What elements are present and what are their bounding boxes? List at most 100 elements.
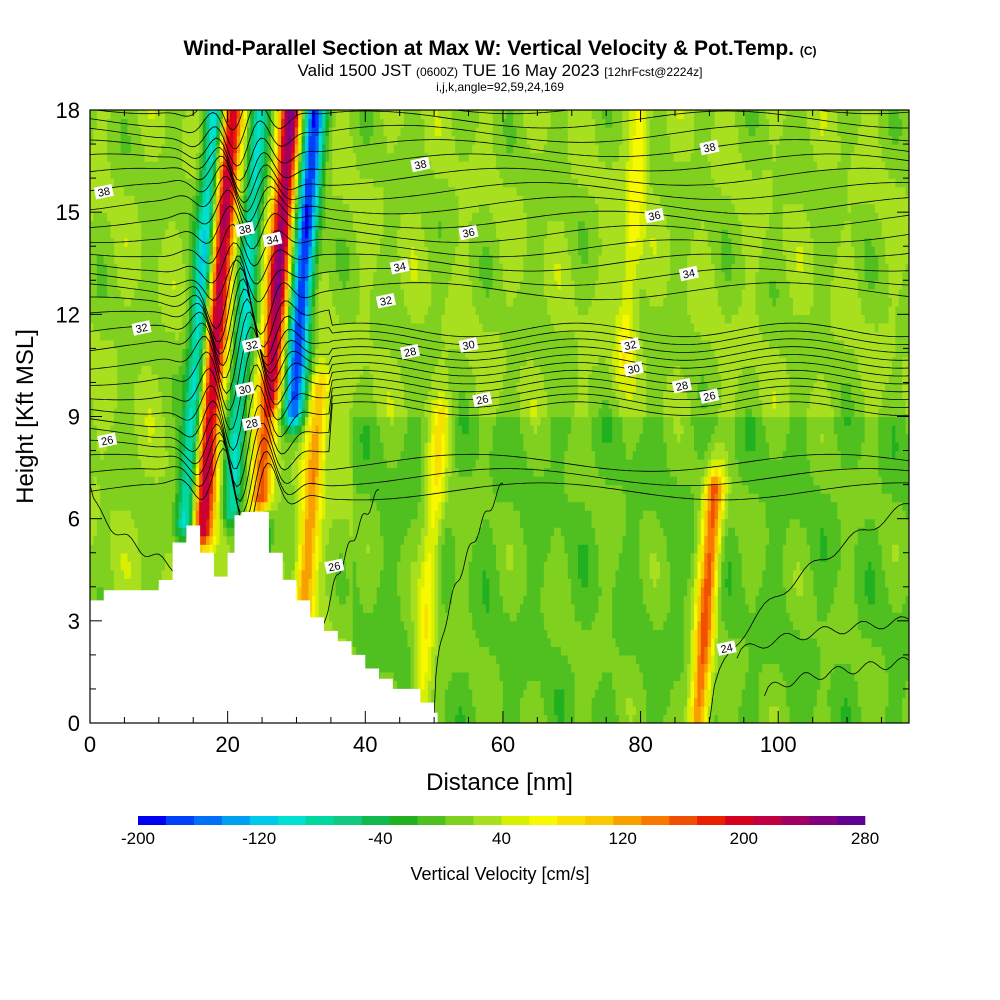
velocity-cell bbox=[199, 254, 204, 264]
velocity-cell bbox=[226, 127, 231, 137]
velocity-cell bbox=[117, 467, 122, 477]
velocity-cell bbox=[229, 280, 234, 290]
velocity-cell bbox=[291, 186, 296, 196]
velocity-cell bbox=[287, 365, 292, 375]
velocity-cell bbox=[236, 476, 241, 486]
velocity-cell bbox=[137, 169, 142, 179]
velocity-cell bbox=[287, 314, 292, 324]
velocity-cell bbox=[226, 118, 231, 128]
velocity-cell bbox=[103, 246, 108, 256]
velocity-cell bbox=[188, 144, 193, 154]
velocity-cell bbox=[236, 365, 241, 375]
velocity-cell bbox=[315, 442, 320, 452]
velocity-cell bbox=[315, 501, 320, 511]
velocity-cell bbox=[168, 552, 173, 562]
velocity-cell bbox=[137, 229, 142, 239]
velocity-cell bbox=[199, 178, 204, 188]
velocity-cell bbox=[287, 527, 292, 537]
velocity-cell bbox=[93, 280, 98, 290]
velocity-cell bbox=[185, 450, 190, 460]
velocity-cell bbox=[137, 561, 142, 571]
velocity-cell bbox=[274, 348, 279, 358]
velocity-cell bbox=[315, 399, 320, 409]
velocity-cell bbox=[322, 288, 327, 298]
velocity-cell bbox=[270, 110, 275, 120]
velocity-cell bbox=[120, 186, 125, 196]
velocity-cell bbox=[298, 237, 303, 247]
velocity-cell bbox=[171, 314, 176, 324]
velocity-cell bbox=[315, 348, 320, 358]
velocity-cell bbox=[165, 212, 170, 222]
velocity-cell bbox=[178, 348, 183, 358]
velocity-cell bbox=[137, 135, 142, 145]
velocity-cell bbox=[233, 407, 238, 418]
velocity-cell bbox=[264, 467, 269, 477]
velocity-cell bbox=[107, 569, 112, 579]
velocity-cell bbox=[270, 314, 275, 324]
velocity-cell bbox=[223, 501, 228, 511]
velocity-cell bbox=[264, 425, 269, 435]
velocity-cell bbox=[216, 382, 221, 392]
velocity-cell bbox=[154, 356, 159, 367]
velocity-cell bbox=[130, 484, 135, 494]
velocity-cell bbox=[127, 578, 132, 588]
velocity-cell bbox=[120, 535, 125, 545]
velocity-cell bbox=[257, 484, 262, 494]
velocity-cell bbox=[291, 178, 296, 188]
velocity-cell bbox=[253, 442, 258, 452]
velocity-cell bbox=[322, 220, 327, 230]
velocity-cell bbox=[110, 331, 115, 341]
velocity-cell bbox=[117, 493, 122, 503]
velocity-cell bbox=[113, 271, 118, 281]
velocity-cell bbox=[294, 586, 299, 596]
velocity-cell bbox=[103, 535, 108, 545]
velocity-cell bbox=[243, 373, 248, 384]
velocity-cell bbox=[318, 484, 323, 494]
velocity-cell bbox=[260, 305, 265, 315]
velocity-cell bbox=[240, 356, 245, 367]
velocity-cell bbox=[93, 510, 98, 520]
velocity-cell bbox=[93, 561, 98, 571]
velocity-cell bbox=[304, 169, 309, 179]
velocity-cell bbox=[107, 254, 112, 264]
velocity-cell bbox=[294, 416, 299, 426]
velocity-cell bbox=[212, 356, 217, 367]
velocity-cell bbox=[311, 382, 316, 392]
velocity-cell bbox=[182, 382, 187, 392]
velocity-cell bbox=[110, 229, 115, 239]
velocity-cell bbox=[304, 322, 309, 332]
velocity-cell bbox=[301, 246, 306, 256]
velocity-cell bbox=[117, 416, 122, 426]
velocity-cell bbox=[229, 399, 234, 409]
velocity-cell bbox=[257, 493, 262, 503]
velocity-cell bbox=[185, 263, 190, 273]
velocity-cell bbox=[137, 459, 142, 469]
velocity-cell bbox=[216, 161, 221, 171]
velocity-cell bbox=[182, 518, 187, 528]
copyright-mark: (C) bbox=[799, 44, 817, 58]
velocity-cell bbox=[96, 467, 101, 477]
velocity-cell bbox=[168, 501, 173, 511]
velocity-cell bbox=[223, 135, 228, 145]
velocity-cell bbox=[151, 407, 156, 418]
velocity-cell bbox=[206, 237, 211, 247]
velocity-cell bbox=[175, 365, 180, 375]
velocity-cell bbox=[226, 450, 231, 460]
velocity-cell bbox=[154, 118, 159, 128]
velocity-cell bbox=[229, 305, 234, 315]
velocity-cell bbox=[202, 254, 207, 264]
velocity-cell bbox=[236, 450, 241, 460]
velocity-cell bbox=[206, 476, 211, 486]
velocity-cell bbox=[322, 322, 327, 332]
velocity-cell bbox=[206, 169, 211, 179]
velocity-cell bbox=[209, 220, 214, 230]
velocity-cell bbox=[158, 407, 163, 418]
velocity-cell bbox=[284, 246, 289, 256]
velocity-cell bbox=[206, 399, 211, 409]
velocity-cell bbox=[100, 135, 105, 145]
velocity-cell bbox=[161, 271, 166, 281]
velocity-cell bbox=[195, 195, 200, 205]
velocity-cell bbox=[260, 390, 265, 401]
velocity-cell bbox=[124, 297, 129, 307]
velocity-cell bbox=[113, 135, 118, 145]
